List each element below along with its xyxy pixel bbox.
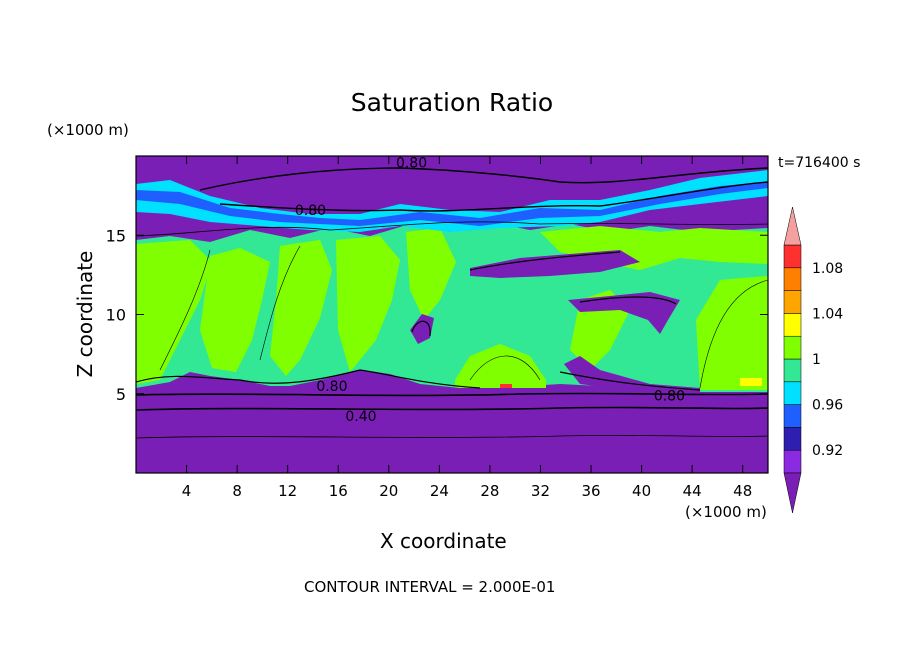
x-tick-label: 40 xyxy=(632,482,651,500)
y-axis-ticks: 5 10 15 xyxy=(106,226,768,404)
contour-label: 0.80 xyxy=(396,155,427,171)
colorbar-swatch xyxy=(783,404,802,428)
x-tick-label: 44 xyxy=(683,482,702,500)
y-tick-label: 15 xyxy=(106,226,126,245)
contour-label: 0.80 xyxy=(654,388,685,404)
x-tick-label: 28 xyxy=(480,482,499,500)
y-tick-label: 10 xyxy=(106,306,126,325)
contour-labels: 0.80 0.80 0.80 0.80 0.40 xyxy=(295,155,685,425)
x-tick-label: 12 xyxy=(278,482,297,500)
contour-lines xyxy=(136,167,768,439)
colorbar-under-arrow xyxy=(783,472,802,514)
colorbar-tick-label: 1.04 xyxy=(812,306,843,322)
colorbar-swatch xyxy=(783,313,802,337)
colorbar-tick-label: 1.08 xyxy=(812,261,843,277)
time-label: t=716400 s xyxy=(778,155,861,171)
x-tick-label: 48 xyxy=(733,482,752,500)
x-tick-label: 24 xyxy=(430,482,449,500)
colorbar-swatch xyxy=(783,449,802,474)
x-tick-label: 20 xyxy=(379,482,398,500)
colorbar-tick-label: 1 xyxy=(812,352,821,368)
colorbar: 1.08 1.04 1 0.96 0.92 xyxy=(783,206,843,514)
colorbar-swatch xyxy=(783,267,802,291)
x-axis-label: X coordinate xyxy=(380,529,507,553)
colorbar-over-arrow xyxy=(783,206,802,246)
x-tick-label: 32 xyxy=(531,482,550,500)
contour-label: 0.40 xyxy=(345,409,376,425)
colorbar-swatch xyxy=(783,427,802,451)
saturation-field xyxy=(136,156,768,473)
x-tick-label: 36 xyxy=(581,482,600,500)
x-tick-label: 8 xyxy=(232,482,242,500)
contour-label: 0.80 xyxy=(316,379,347,395)
colorbar-tick-label: 0.96 xyxy=(812,398,843,414)
colorbar-swatch xyxy=(783,358,802,383)
colorbar-swatch xyxy=(783,335,802,360)
x-unit-label: (×1000 m) xyxy=(685,503,767,521)
colorbar-tick-label: 0.92 xyxy=(812,443,843,459)
colorbar-swatch xyxy=(783,290,802,314)
contour-label: 0.80 xyxy=(295,203,326,219)
x-axis-ticks: 4 8 12 16 20 24 28 32 36 40 44 48 xyxy=(182,156,752,500)
colorbar-swatch xyxy=(783,381,802,405)
x-tick-label: 4 xyxy=(182,482,192,500)
y-tick-label: 5 xyxy=(116,385,126,404)
chart-title: Saturation Ratio xyxy=(350,88,554,117)
colorbar-swatch xyxy=(783,244,802,269)
x-tick-label: 16 xyxy=(329,482,348,500)
y-unit-label: (×1000 m) xyxy=(47,121,129,139)
contour-interval-note: CONTOUR INTERVAL = 2.000E-01 xyxy=(304,578,556,596)
